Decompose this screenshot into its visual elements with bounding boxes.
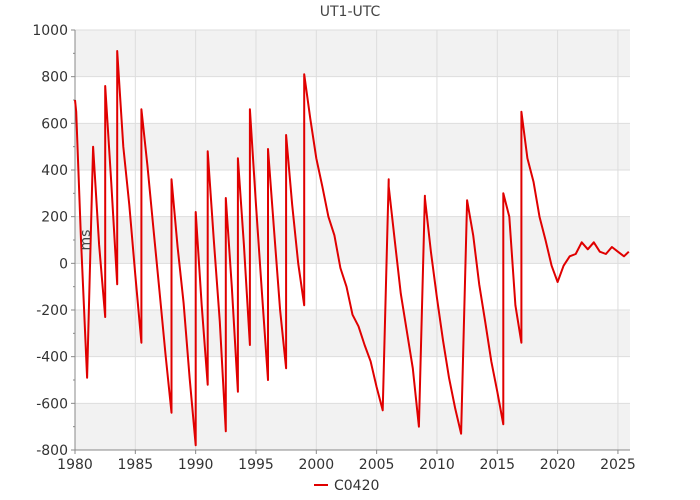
x-tick-label: 1980 [57,457,93,473]
plot-band [75,310,630,357]
legend-label-c0420: C0420 [334,478,379,494]
x-tick-label: 2010 [419,457,455,473]
x-tick-label: 1985 [118,457,154,473]
x-tick-label: 1990 [178,457,214,473]
plot-band [75,123,630,170]
x-tick-label: 2000 [298,457,334,473]
y-axis-label: ms [78,230,94,251]
plot-band [75,216,630,264]
y-tick-label: 400 [41,163,68,179]
x-tick-label: 2015 [479,457,515,473]
chart-title: UT1-UTC [320,4,381,20]
x-tick-label: 2005 [359,457,395,473]
y-tick-label: -200 [36,303,68,319]
y-tick-label: 600 [41,116,68,132]
plot-bands [75,30,630,450]
y-tick-label: 0 [59,256,68,272]
x-tick-label: 2025 [600,457,636,473]
plot-band [75,30,630,77]
series-layer [74,50,630,447]
x-tick-label: 1995 [238,457,274,473]
y-tick-label: 1000 [32,23,68,39]
x-tick-label: 2020 [540,457,576,473]
plot-band [75,403,630,450]
y-tick-label: -600 [36,396,68,412]
y-tick-label: -800 [36,443,68,459]
legend[interactable]: C0420 [314,478,379,494]
y-tick-label: 800 [41,70,68,86]
y-tick-label: 200 [41,210,68,226]
y-tick-label: -400 [36,350,68,366]
series-line-c0420 [74,50,630,447]
